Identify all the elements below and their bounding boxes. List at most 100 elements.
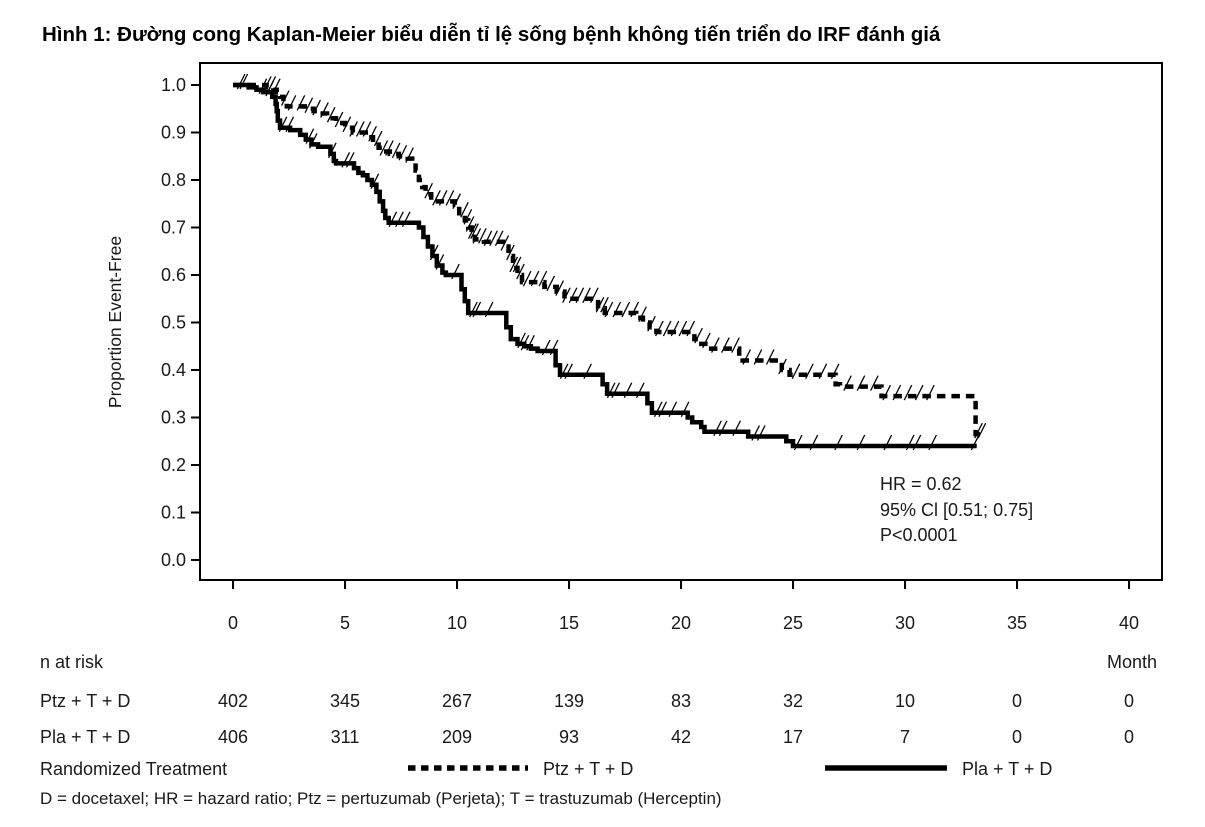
censor-tick — [258, 78, 268, 95]
censor-tick — [470, 223, 479, 239]
censor-tick — [600, 296, 609, 313]
censor-tick — [662, 320, 672, 337]
censor-tick — [612, 301, 622, 318]
censor-tick — [278, 116, 288, 133]
censor-tick — [320, 102, 329, 118]
risk-count: 42 — [671, 727, 691, 747]
censor-tick — [541, 339, 551, 356]
legend-title: Randomized Treatment — [40, 759, 227, 779]
censor-tick — [287, 95, 297, 111]
annotation-ci: 95% Cl [0.51; 0.75] — [880, 500, 1033, 520]
censor-tick — [856, 375, 866, 391]
censor-tick — [756, 425, 766, 441]
censor-tick — [564, 363, 573, 380]
y-tick-label: 0.8 — [161, 170, 186, 190]
censor-tick — [555, 280, 565, 296]
censor-tick — [280, 90, 290, 106]
risk-count: 0 — [1012, 691, 1022, 711]
censor-tick — [327, 142, 337, 159]
censor-tick — [655, 320, 664, 337]
censor-tick — [778, 358, 787, 375]
x-tick-label: 20 — [671, 613, 691, 633]
risk-count: 0 — [1124, 691, 1134, 711]
censor-tick — [484, 301, 494, 318]
y-axis-ticks: 1.0 0.9 0.8 0.7 0.6 0.5 0.4 0.3 0.2 0.1 0.0 — [161, 75, 200, 570]
censor-tick — [401, 211, 411, 228]
censor-tick — [623, 382, 633, 399]
censor-tick — [718, 420, 728, 437]
figure-title: Hình 1: Đường cong Kaplan-Meier biểu diễ… — [42, 22, 941, 46]
censor-tick — [342, 116, 352, 133]
risk-count: 209 — [442, 727, 472, 747]
censor-tick — [463, 209, 473, 225]
x-axis-ticks: 0 5 10 15 20 25 30 35 40 — [228, 580, 1139, 633]
risk-count: 345 — [330, 691, 360, 711]
censor-tick — [843, 375, 852, 391]
x-tick-label: 40 — [1119, 613, 1139, 633]
risk-row-label-pla: Pla + T + D — [40, 727, 130, 747]
y-tick-label: 0.7 — [161, 218, 186, 238]
censor-tick — [370, 173, 380, 190]
censor-tick — [285, 116, 295, 133]
censor-tick — [546, 275, 556, 292]
censor-tick — [905, 434, 915, 451]
censor-tick — [345, 152, 355, 168]
y-tick-label: 0.9 — [161, 123, 186, 143]
censor-tick — [368, 125, 377, 142]
censor-tick — [326, 106, 336, 123]
censor-tick — [472, 301, 482, 318]
censor-tick — [638, 306, 647, 323]
annotation-pvalue: P<0.0001 — [880, 525, 958, 545]
censor-tick — [452, 193, 461, 209]
x-tick-label: 0 — [228, 613, 238, 633]
censor-tick — [711, 337, 720, 353]
censor-tick — [604, 301, 614, 318]
censor-tick — [621, 301, 631, 318]
risk-count: 267 — [442, 691, 472, 711]
censor-tick — [751, 425, 761, 441]
risk-count: 17 — [783, 727, 803, 747]
censor-tick — [526, 334, 535, 351]
x-tick-label: 30 — [895, 613, 915, 633]
censor-tick — [469, 301, 478, 318]
censor-tick — [647, 315, 656, 332]
censor-tick — [478, 228, 487, 244]
censor-tick — [549, 339, 559, 356]
censor-tick — [341, 152, 351, 168]
censor-tick — [509, 256, 519, 273]
censor-tick — [713, 420, 722, 437]
km-curves — [233, 73, 987, 451]
x-tick-label: 25 — [783, 613, 803, 633]
censor-tick — [595, 296, 605, 313]
censor-tick — [562, 287, 571, 304]
censor-tick — [472, 228, 482, 244]
censor-tick — [575, 287, 585, 304]
censor-tick — [465, 216, 475, 232]
censor-tick — [568, 287, 578, 304]
annotation-hr: HR = 0.62 — [880, 474, 962, 494]
y-tick-label: 0.6 — [161, 265, 186, 285]
risk-count: 0 — [1124, 727, 1134, 747]
censor-tick — [506, 244, 515, 261]
censor-tick — [489, 230, 498, 247]
risk-row-label-ptz: Ptz + T + D — [40, 691, 130, 711]
censor-tick — [379, 140, 389, 156]
censor-tick — [500, 235, 510, 251]
censor-tick — [818, 363, 828, 380]
censor-tick — [308, 133, 318, 149]
censor-tick — [512, 256, 522, 273]
censor-tick — [882, 384, 892, 401]
censor-tick — [522, 270, 532, 287]
censor-tick — [429, 244, 439, 261]
censor-tick — [388, 211, 398, 228]
censor-tick — [702, 332, 711, 349]
censor-tick — [731, 337, 740, 353]
censor-tick — [362, 121, 372, 137]
censor-tick — [658, 401, 668, 418]
censor-tick — [438, 190, 448, 206]
censor-tick — [970, 434, 980, 451]
y-tick-label: 0.2 — [161, 455, 186, 475]
censor-tick — [435, 254, 445, 270]
censor-tick — [809, 434, 819, 451]
